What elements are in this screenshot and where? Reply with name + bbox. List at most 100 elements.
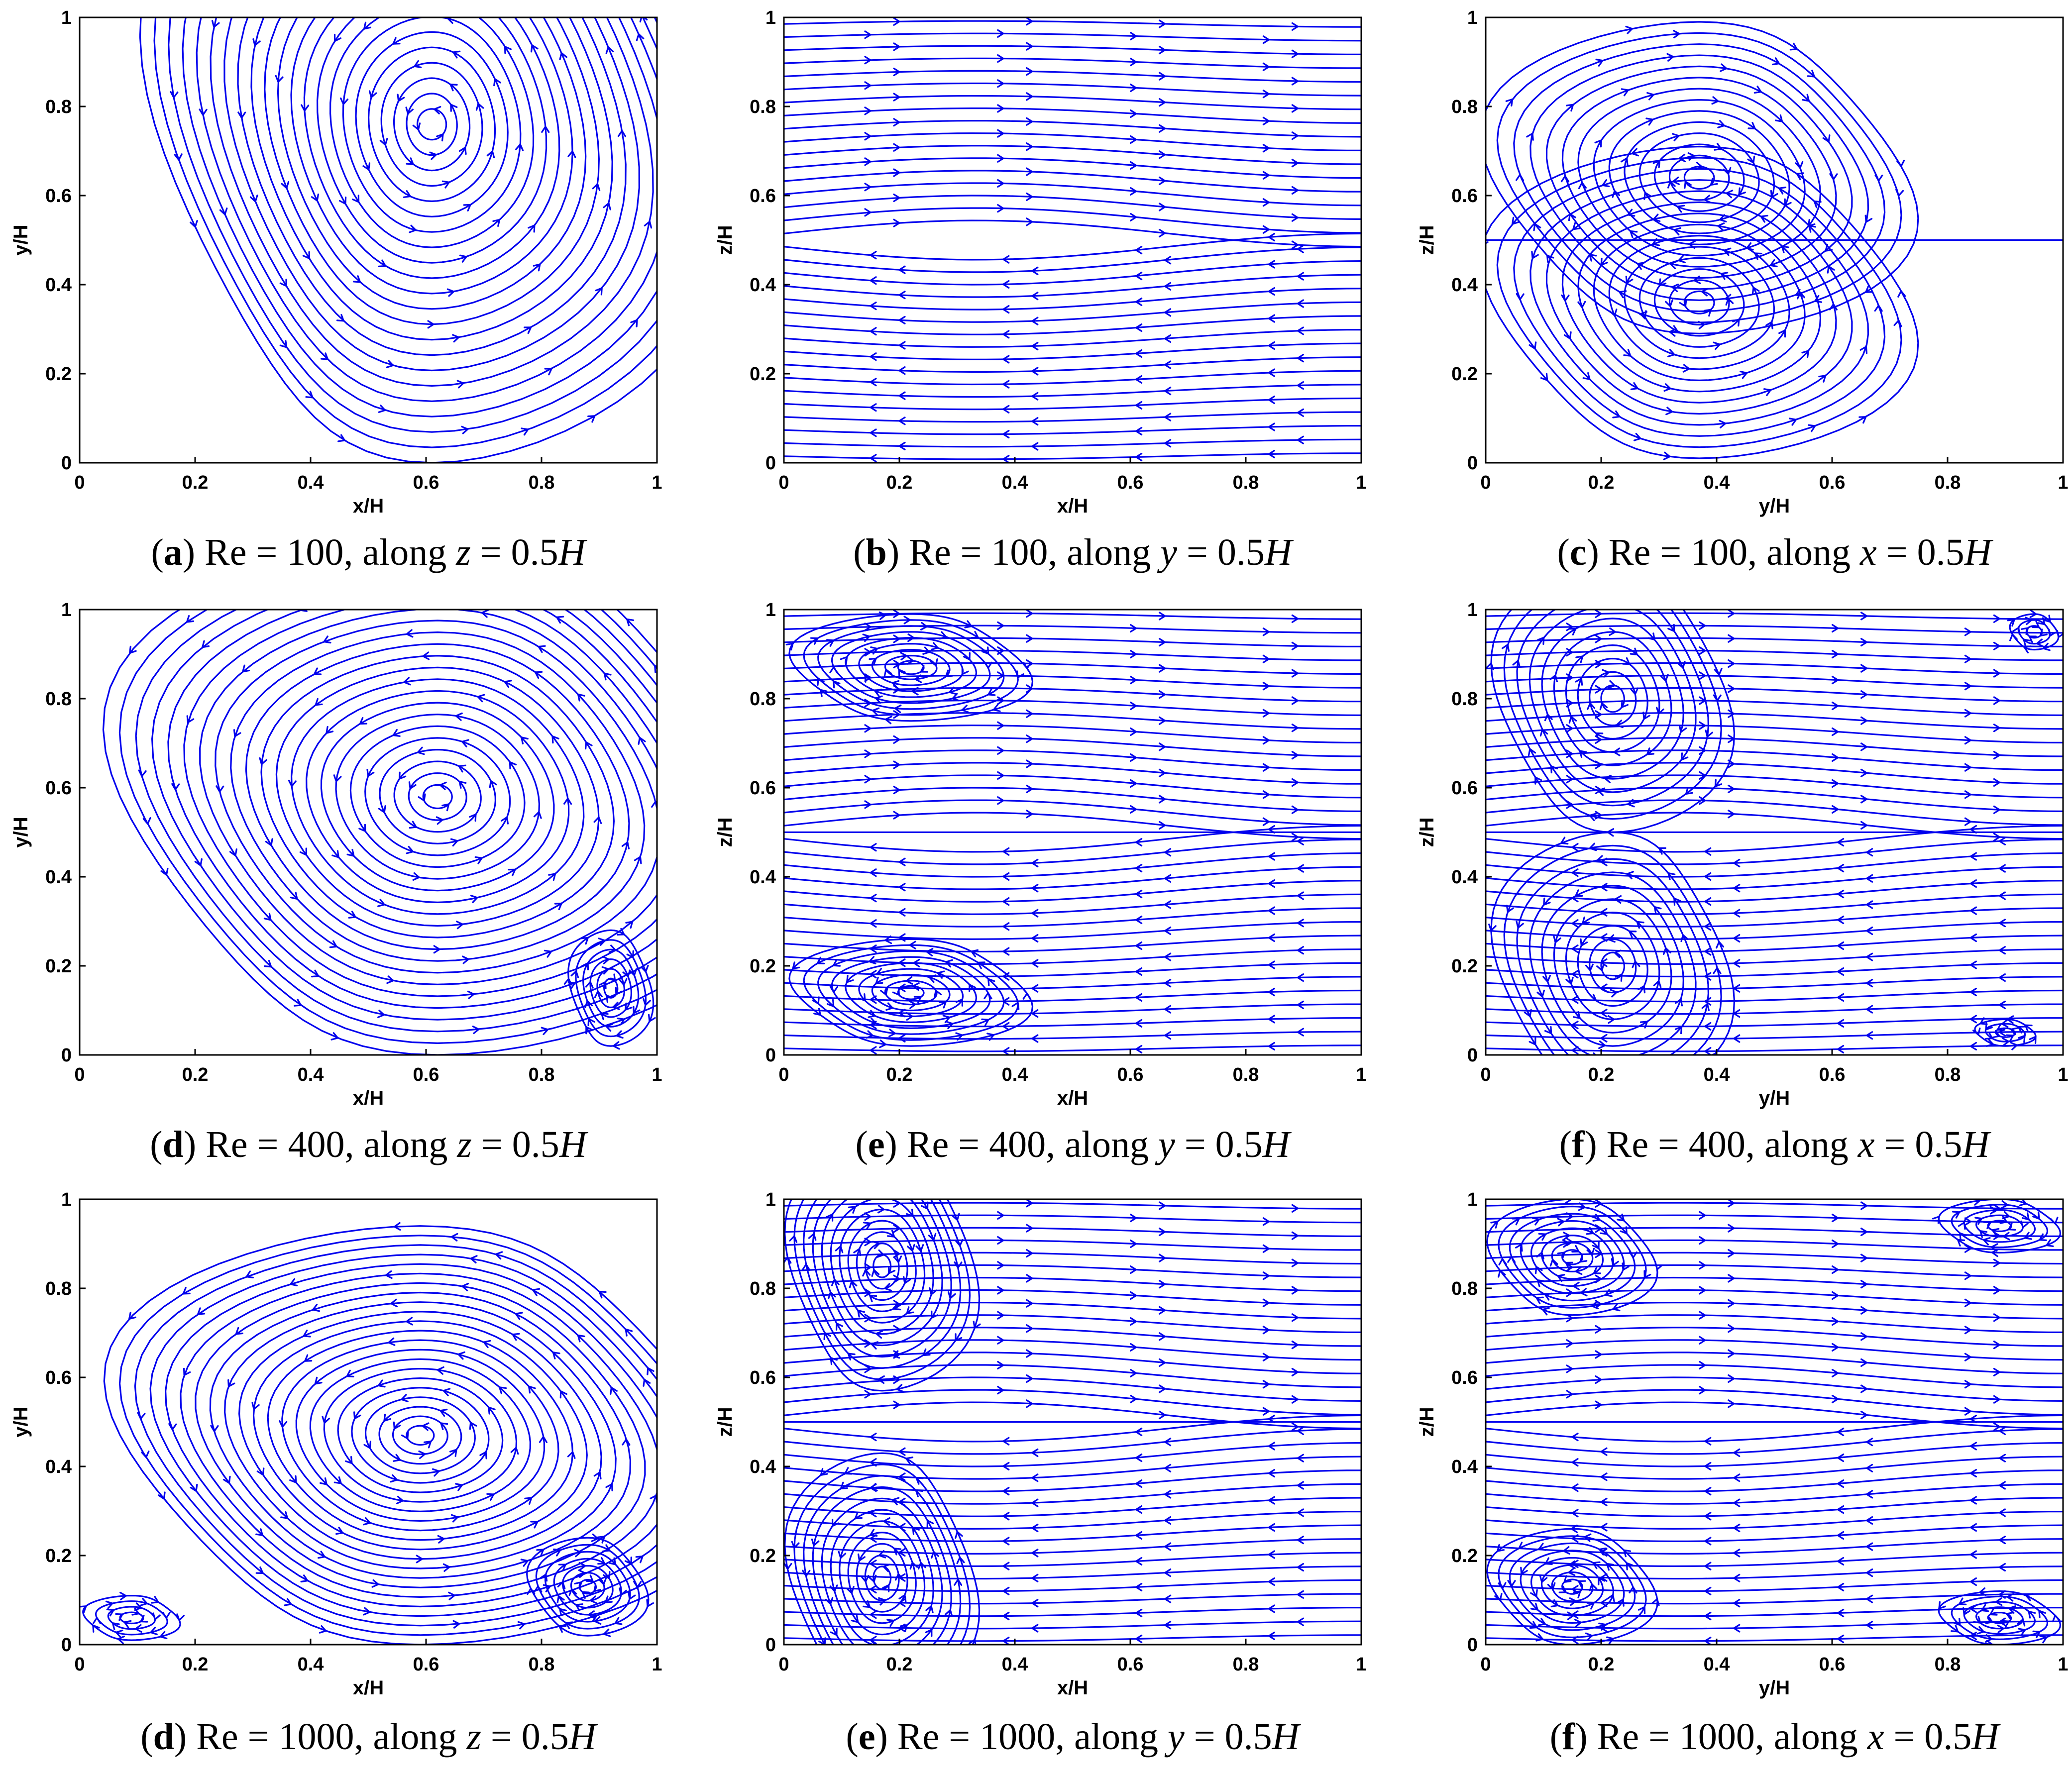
- flow-arrow: [1733, 884, 1741, 893]
- flow-arrow: [1547, 1582, 1556, 1590]
- vortex-loop: [567, 929, 654, 1047]
- flow-arrow: [1002, 1437, 1010, 1446]
- flow-arrow: [906, 656, 914, 665]
- streamline: [784, 107, 1361, 124]
- flow-arrow: [1291, 778, 1299, 787]
- flow-arrow: [541, 1027, 549, 1036]
- y-tick-label: 0.6: [750, 186, 776, 207]
- flow-arrow: [1678, 255, 1686, 263]
- flow-arrow: [1829, 303, 1838, 311]
- flow-arrow: [913, 958, 920, 967]
- flow-arrow: [509, 761, 517, 770]
- flow-arrow: [1728, 709, 1735, 718]
- flow-arrow: [128, 1312, 136, 1320]
- streamline: [1486, 948, 2063, 965]
- flow-arrow: [585, 981, 594, 989]
- flow-arrow: [1866, 979, 1873, 988]
- flow-arrow: [625, 1328, 633, 1337]
- flow-arrow: [1860, 821, 1868, 830]
- flow-arrow: [895, 1573, 903, 1581]
- flow-arrow: [864, 1212, 872, 1221]
- flow-arrow: [1832, 1240, 1839, 1249]
- vortex-loop: [406, 1425, 435, 1446]
- flow-arrow: [479, 1451, 487, 1459]
- flow-arrow: [300, 1574, 309, 1583]
- flow-arrow: [1595, 58, 1604, 67]
- flow-arrow: [1571, 1433, 1579, 1442]
- flow-arrow: [1837, 1019, 1845, 1028]
- flow-arrow: [527, 1587, 536, 1595]
- vortex-loop: [252, 1320, 588, 1551]
- flow-arrow: [289, 1475, 297, 1483]
- flow-arrow: [870, 1636, 877, 1645]
- flow-arrow: [256, 1467, 265, 1476]
- flow-arrow: [492, 219, 501, 227]
- flow-arrow: [1866, 1031, 1873, 1040]
- flow-arrow: [1993, 614, 2000, 623]
- streamline: [1486, 1302, 2063, 1320]
- flow-arrow: [898, 1447, 906, 1456]
- flow-arrow: [1600, 1598, 1608, 1607]
- panel-caption: (d) Re = 400, along z = 0.5H: [150, 1124, 589, 1165]
- flow-arrow: [1130, 1240, 1137, 1249]
- flow-arrow: [1663, 947, 1671, 955]
- flow-arrow: [1704, 972, 1712, 981]
- flow-arrow: [1164, 1542, 1172, 1551]
- flow-arrow: [1002, 330, 1010, 339]
- panel-caption: (a) Re = 100, along z = 0.5H: [151, 531, 587, 573]
- flow-arrow: [1646, 92, 1654, 101]
- flow-arrow: [864, 724, 872, 733]
- flow-arrow: [418, 1450, 426, 1459]
- streamline: [1486, 1017, 2063, 1028]
- x-tick-label: 0: [74, 472, 85, 493]
- streamline: [784, 1276, 1361, 1292]
- flow-arrow: [1615, 973, 1623, 982]
- flow-arrow: [1031, 342, 1039, 351]
- flow-arrow: [921, 1201, 929, 1210]
- flow-arrow: [2020, 1220, 2029, 1229]
- flow-arrow: [914, 674, 922, 683]
- vortex-loop: [1593, 223, 1806, 381]
- flow-arrow: [1297, 1454, 1304, 1462]
- flow-arrow: [848, 1206, 856, 1214]
- flow-arrow: [1675, 998, 1683, 1007]
- flow-arrow: [1704, 1637, 1712, 1645]
- x-tick-label: 0.6: [1117, 1064, 1144, 1085]
- flow-arrow: [1832, 1343, 1839, 1352]
- streamline: [1486, 762, 2063, 785]
- flow-arrow: [915, 1489, 923, 1497]
- flow-arrow: [997, 771, 1004, 780]
- flow-arrow: [1566, 104, 1574, 112]
- flow-arrow: [1651, 1598, 1660, 1606]
- streamline: [784, 737, 1361, 757]
- flow-arrow: [955, 1239, 964, 1247]
- flow-arrow: [210, 1425, 219, 1432]
- flow-arrow: [335, 1527, 343, 1535]
- flow-arrow: [264, 960, 272, 968]
- flow-arrow: [1497, 1544, 1505, 1552]
- flow-arrow: [530, 1521, 539, 1529]
- flow-arrow: [603, 672, 612, 681]
- flow-arrow: [636, 33, 645, 41]
- vortex-loop: [1553, 898, 1672, 1034]
- y-tick-label: 0.6: [750, 778, 776, 799]
- flow-arrow: [1605, 1289, 1613, 1297]
- flow-arrow: [601, 966, 610, 975]
- flow-arrow: [1555, 575, 1561, 582]
- flow-arrow: [581, 962, 589, 970]
- x-tick-label: 0: [778, 1064, 789, 1085]
- flow-arrow: [954, 1578, 963, 1586]
- flow-arrow: [299, 847, 307, 856]
- flow-arrow: [977, 961, 985, 969]
- flow-arrow: [1993, 1341, 2000, 1350]
- vortex-loop: [1496, 157, 1902, 448]
- flow-arrow: [1291, 833, 1299, 841]
- flow-arrow: [1789, 42, 1798, 51]
- flow-arrow: [811, 1538, 820, 1547]
- flow-arrow: [883, 668, 892, 677]
- flow-arrow: [1974, 1217, 1983, 1225]
- flow-arrow: [544, 949, 552, 958]
- flow-arrow: [1268, 1496, 1275, 1505]
- flow-arrow: [432, 1468, 440, 1477]
- flow-arrow: [1002, 380, 1010, 389]
